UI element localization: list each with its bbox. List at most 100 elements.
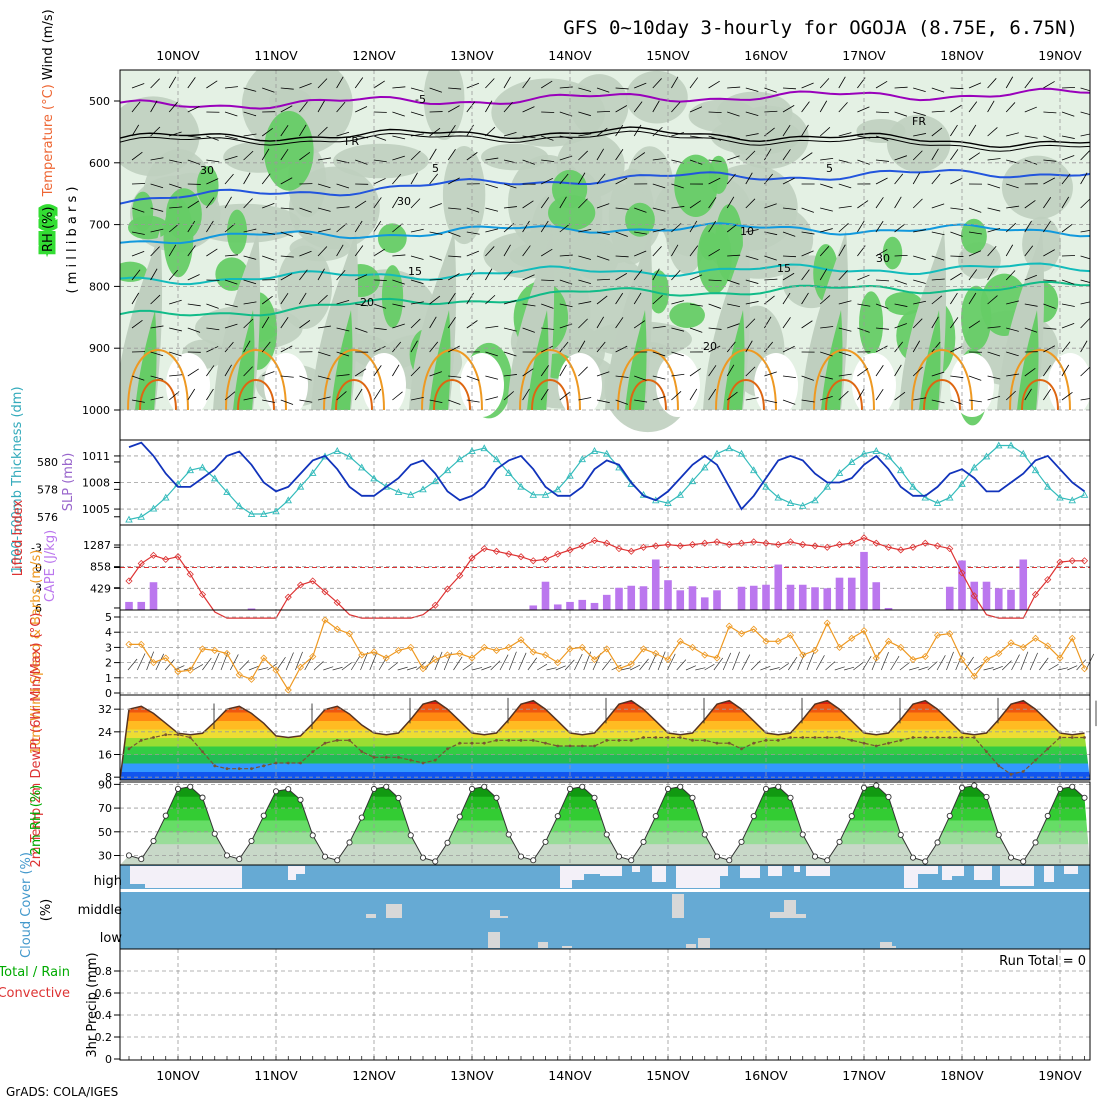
wind-point	[1068, 634, 1076, 642]
cape-bar	[664, 580, 672, 610]
contour-label: 15	[777, 262, 791, 275]
dewpoint-point	[335, 738, 339, 742]
dewpoint-point	[960, 736, 964, 739]
cape-bar	[1007, 589, 1015, 610]
wind-point	[296, 663, 305, 671]
rh2m-point	[260, 812, 267, 819]
contour-label: 30	[397, 195, 411, 208]
wind-point	[174, 668, 182, 676]
lifted-index-point	[615, 545, 623, 553]
thickness-point	[958, 479, 966, 487]
bottom-date-label: 17NOV	[842, 1068, 886, 1083]
lifted-index-point	[946, 545, 954, 553]
dewpoint-point	[1009, 772, 1013, 776]
wind-point	[958, 655, 966, 664]
precip-ylabel-convective: Convective	[0, 986, 70, 1001]
dewpoint-point	[727, 741, 731, 745]
cloud-row-label: high	[94, 874, 122, 889]
dewpoint-point	[323, 741, 327, 745]
dewpoint-point	[274, 761, 278, 765]
dewpoint-point	[605, 738, 609, 742]
dewpoint-point	[862, 741, 866, 745]
high-cloud-gap	[1044, 866, 1054, 882]
lifted-index-point	[529, 557, 537, 565]
y-tick-label: 5	[105, 611, 112, 624]
cape-bar	[541, 581, 550, 610]
thickness-point	[125, 515, 133, 523]
rh2m-point	[444, 839, 451, 846]
y-tick-label: 600	[89, 157, 110, 170]
upper-ylabel-temp: Temperature (°C)	[41, 84, 56, 197]
rh2m-point	[848, 813, 855, 820]
y-tick-label: 500	[89, 95, 110, 108]
rh2m-point	[799, 831, 806, 838]
dewpoint-point	[948, 736, 952, 739]
rh2m-point	[542, 838, 549, 845]
dewpoint-point	[911, 736, 915, 739]
wind-point	[137, 640, 145, 648]
dewpoint-point	[360, 750, 364, 754]
thickness-point	[492, 455, 501, 463]
thickness-point	[847, 457, 856, 465]
top-date-label: 16NOV	[744, 48, 788, 63]
dewpoint-point	[678, 736, 682, 739]
lifted-index-point	[664, 540, 672, 549]
cape-bar	[872, 582, 881, 610]
lifted-index-point	[652, 542, 660, 550]
thickness-point	[431, 477, 440, 485]
high-cloud-gap	[952, 866, 964, 876]
wind-point	[1056, 654, 1064, 662]
dewpoint-point	[262, 764, 266, 768]
dewpoint-point	[482, 741, 486, 745]
cape-bar	[945, 586, 954, 610]
cape-bar	[553, 604, 562, 610]
thickness-point	[541, 490, 550, 498]
wind-point	[860, 627, 868, 635]
thickness-ylabel: 1000-500mb Thickness (dm)	[10, 386, 25, 573]
wind-point	[517, 636, 525, 644]
thickness-point	[357, 463, 366, 471]
wind-point	[1080, 665, 1089, 673]
contour-label: FR	[912, 115, 926, 128]
thickness-point	[1056, 493, 1064, 501]
dewpoint-point	[642, 736, 645, 739]
cape-bar	[958, 560, 966, 610]
rh2m-point	[1069, 783, 1076, 790]
thickness-point	[1019, 449, 1028, 457]
cape-bar	[566, 601, 574, 610]
thickness-point	[419, 485, 427, 493]
thickness-point	[664, 499, 672, 507]
mid-cloud-bar	[500, 916, 508, 918]
contour-label: 30	[200, 164, 214, 177]
bottom-date-label: 11NOV	[254, 1068, 298, 1083]
top-date-label: 13NOV	[450, 48, 494, 63]
dewpoint-point	[654, 736, 658, 739]
rh2m-point	[223, 852, 231, 859]
wind-point	[1019, 643, 1027, 651]
rh2m-point	[358, 814, 365, 821]
thickness-point	[161, 493, 170, 501]
rh2m-point	[701, 831, 708, 838]
y-tick-label: 30	[98, 850, 112, 863]
high-cloud-gap	[904, 866, 918, 888]
thickness-point	[394, 488, 403, 496]
dewpoint-point	[752, 741, 756, 745]
lifted-index-point	[517, 553, 525, 561]
lifted-index-point	[713, 538, 721, 546]
thickness-point	[688, 477, 697, 485]
y-tick-label: 1287	[83, 539, 111, 552]
thickness-point	[994, 441, 1003, 449]
dewpoint-point	[1083, 736, 1086, 739]
contour-label: 30	[876, 252, 890, 265]
low-cloud-bar	[538, 942, 548, 948]
wind-point	[688, 643, 697, 651]
contour-label: 20	[360, 296, 374, 309]
isotherm--5	[120, 87, 1090, 110]
y-tick-label: 429	[90, 582, 111, 595]
cape-bar	[713, 590, 721, 610]
thickness-point	[945, 493, 954, 501]
cape-bar	[847, 577, 856, 610]
cape-bar	[688, 586, 697, 610]
high-cloud-gap	[572, 866, 584, 880]
lifted-index-point	[541, 555, 550, 563]
